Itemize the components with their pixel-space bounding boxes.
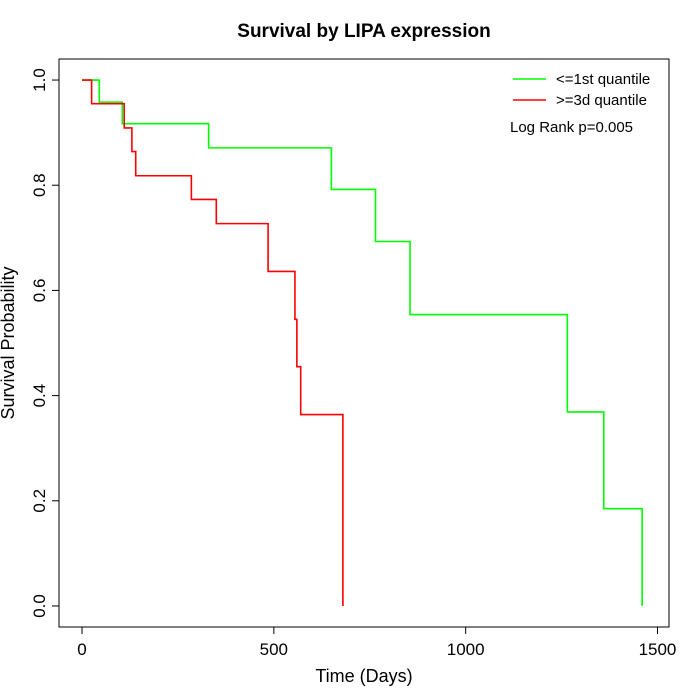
y-tick-label: 0.0 — [30, 594, 49, 618]
x-axis: 0 500 1000 1500 — [77, 626, 677, 659]
x-tick-label: 0 — [77, 640, 86, 659]
y-axis: 0.0 0.2 0.4 0.6 0.8 1.0 — [30, 68, 60, 618]
y-axis-label: Survival Probability — [0, 266, 18, 419]
plot-frame — [58, 58, 670, 628]
x-tick-label: 1500 — [639, 640, 677, 659]
log-rank-annotation: Log Rank p=0.005 — [510, 119, 633, 136]
legend-label: <=1st quantile — [556, 71, 650, 88]
y-tick-label: 1.0 — [30, 68, 49, 92]
y-tick-label: 0.6 — [30, 279, 49, 303]
legend-label: >=3d quantile — [556, 92, 647, 109]
y-tick-label: 0.2 — [30, 489, 49, 513]
x-axis-label: Time (Days) — [315, 666, 412, 686]
survival-curves — [82, 79, 643, 606]
legend: <=1st quantile >=3d quantile — [513, 71, 650, 109]
y-tick-label: 0.4 — [30, 384, 49, 408]
y-tick-label: 0.8 — [30, 173, 49, 197]
chart-title: Survival by LIPA expression — [237, 21, 490, 42]
x-tick-label: 500 — [260, 640, 288, 659]
x-tick-label: 1000 — [447, 640, 485, 659]
survival-curve-low — [82, 79, 643, 606]
survival-curve-high — [82, 79, 344, 606]
